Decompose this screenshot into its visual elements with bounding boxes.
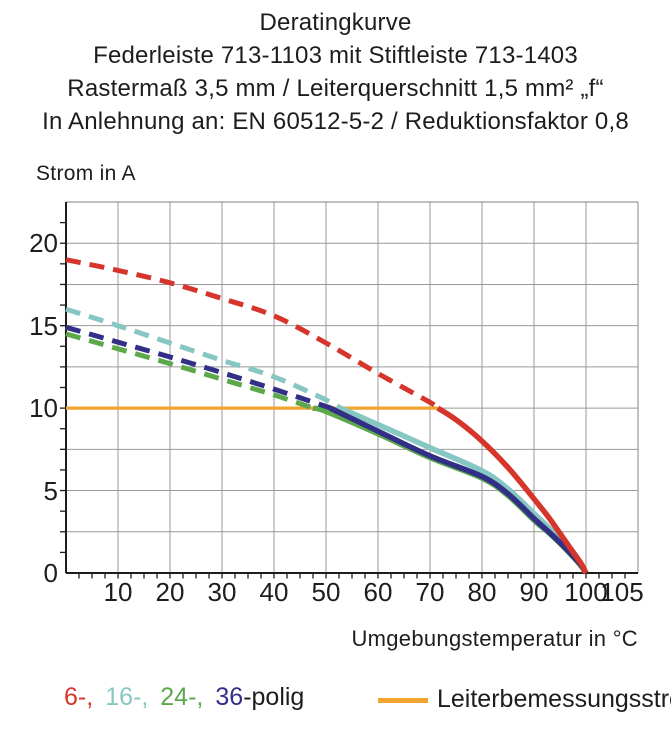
title-line-2: Federleiste 713-1103 mit Stiftleiste 713… [93, 42, 578, 69]
derating-chart-svg [60, 201, 639, 579]
legend-item-16-polig: 16-, [105, 683, 149, 711]
x-tick-label-60: 60 [363, 577, 393, 607]
derating-chart [56, 200, 648, 585]
series-6-polig-solid [436, 405, 589, 575]
series-16-polig-dashed [65, 306, 342, 411]
y-tick-label-20: 20 [29, 228, 58, 259]
x-tick-label-105: 105 [600, 577, 644, 607]
y-tick-label-15: 15 [29, 310, 58, 341]
legend-item-6-polig: 6-, [64, 683, 94, 711]
x-tick-label-80: 80 [467, 577, 497, 607]
title-line-3: Rastermaß 3,5 mm / Leiterquerschnitt 1,5… [67, 75, 604, 102]
y-tick-label-0: 0 [43, 558, 58, 588]
rated-current-line-swatch [378, 698, 428, 703]
series-36-polig-dashed [65, 324, 334, 411]
x-tick-label-70: 70 [415, 577, 445, 607]
title-line-4: In Anlehnung an: EN 60512-5-2 / Reduktio… [42, 108, 629, 135]
rated-current-legend-label: Leiterbemessungsstrom [437, 685, 671, 713]
x-tick-label-40: 40 [259, 577, 289, 607]
legend-item-24-polig: 24-, [160, 683, 204, 711]
x-tick-label-30: 30 [207, 577, 237, 607]
x-tick-label-90: 90 [519, 577, 549, 607]
y-tick-label-5: 5 [43, 475, 58, 506]
x-tick-label-10: 10 [103, 577, 133, 607]
legend-item-36-polig: 36-polig [215, 683, 305, 711]
x-tick-label-20: 20 [155, 577, 185, 607]
chart-title-block: Deratingkurve Federleiste 713-1103 mit S… [0, 6, 671, 138]
x-axis-label: Umgebungstemperatur in °C [351, 626, 638, 651]
legend-suffix: -polig [243, 683, 305, 711]
y-axis-label: Strom in A [36, 162, 136, 185]
title-line-1: Deratingkurve [259, 9, 412, 36]
x-tick-label-50: 50 [311, 577, 341, 607]
y-tick-label-10: 10 [29, 393, 58, 424]
legend-pole-counts: 6-, 16-, 24-, 36-polig [64, 682, 304, 712]
series-24-polig-dashed [65, 331, 314, 411]
x-tick-label-100: 100 [564, 577, 608, 607]
